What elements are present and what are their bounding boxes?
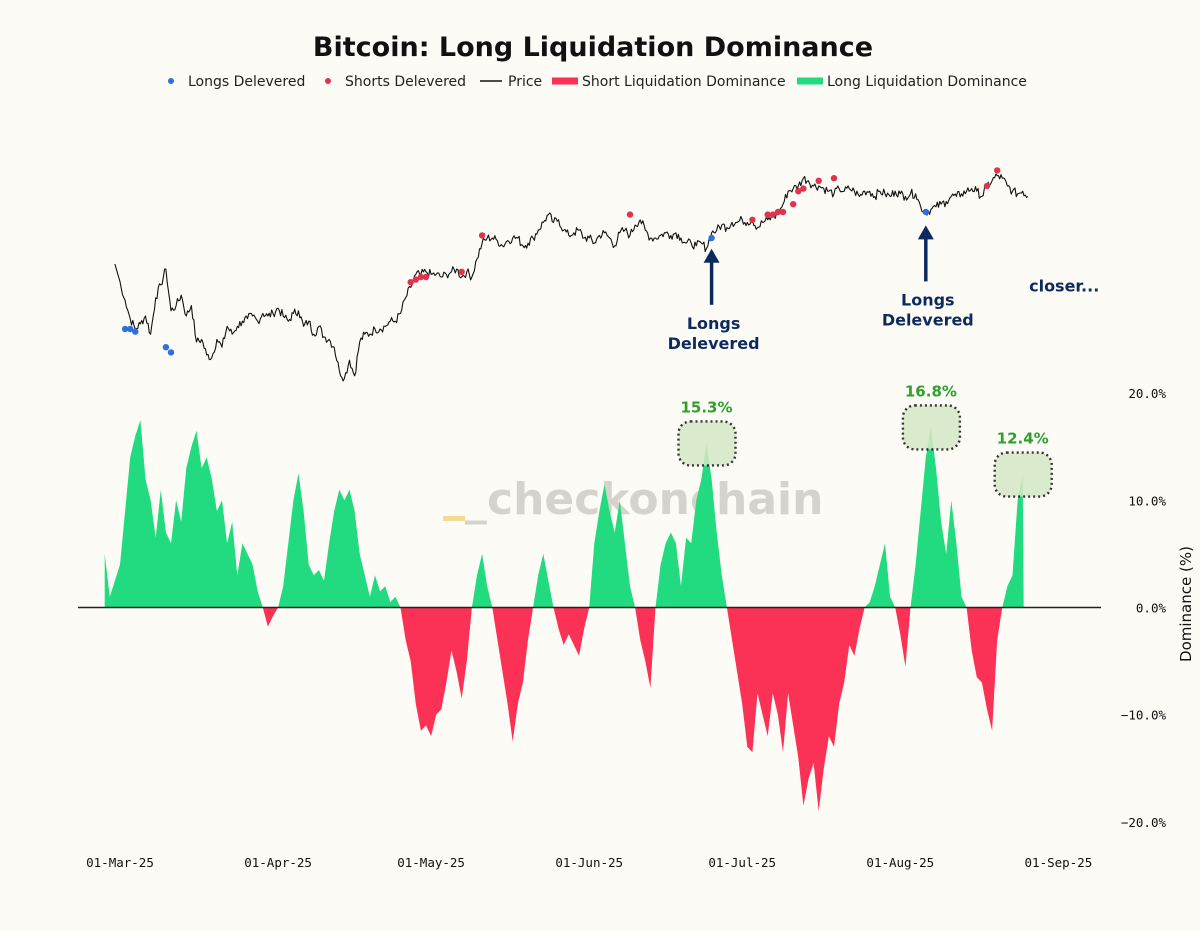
shorts-delevered-point-2 <box>417 273 425 281</box>
short-dominance-area-15 <box>966 607 1003 731</box>
peak-label-1: 16.8% <box>905 382 957 400</box>
y-axis-label: Dominance (%) <box>1177 546 1195 662</box>
x-tick-label-3: 01-Jun-25 <box>555 855 623 870</box>
long-dominance-area-16 <box>1002 474 1024 608</box>
watermark: _checkonchain <box>443 474 823 525</box>
longs-delevered-point-2 <box>132 328 139 335</box>
annotation-text-0-1: Delevered <box>668 334 760 353</box>
price-line-group <box>114 173 1029 382</box>
chart-title: Bitcoin: Long Liquidation Dominance <box>313 32 873 63</box>
long-dominance-area-10 <box>655 443 727 608</box>
short-dominance-area-7 <box>553 607 590 656</box>
legend-dot-1 <box>325 78 331 84</box>
annotation-arrow-head-0 <box>703 248 720 263</box>
y-tick-label-3: −10.0% <box>1121 708 1167 723</box>
peak-label-2: 12.4% <box>997 430 1049 448</box>
x-tick-label-5: 01-Aug-25 <box>866 855 934 870</box>
x-tick-label-2: 01-May-25 <box>397 855 465 870</box>
legend-label-4: Long Liquidation Dominance <box>827 74 1027 90</box>
x-tick-label-4: 01-Jul-25 <box>708 855 776 870</box>
x-tick-label-0: 01-Mar-25 <box>86 855 154 870</box>
shorts-delevered-point-16 <box>830 175 838 182</box>
y-tick-label-4: −20.0% <box>1121 815 1167 830</box>
watermark-text: _checkonchain <box>465 474 823 525</box>
shorts-delevered-point-13 <box>795 188 802 195</box>
annotation-arrow-head-1 <box>917 225 934 240</box>
short-dominance-area-3 <box>400 607 472 737</box>
legend-label-1: Shorts Delevered <box>345 74 466 90</box>
short-dominance-area-13 <box>895 607 911 667</box>
shorts-delevered-point-17 <box>983 182 991 190</box>
long-dominance-area-8 <box>589 484 636 608</box>
long-dominance-area-2 <box>278 473 401 608</box>
longs-delevered-point-6 <box>922 208 929 216</box>
long-dominance-area-6 <box>533 553 554 608</box>
peak-labels: 15.3% 16.8% 12.4% <box>677 382 1053 498</box>
dominance-areas <box>104 419 1024 812</box>
y-tick-label-2: 0.0% <box>1136 601 1167 616</box>
legend-bar-4 <box>797 77 823 85</box>
x-axis: 01-Mar-25 01-Apr-25 01-May-25 01-Jun-25 01-J… <box>86 855 1092 870</box>
shorts-delevered-point-5 <box>478 232 486 239</box>
short-dominance-area-11 <box>726 607 865 812</box>
legend-label-3: Short Liquidation Dominance <box>582 74 786 90</box>
annotation-text-1-0: Longs <box>901 290 955 309</box>
shorts-delevered-point-3 <box>422 273 430 281</box>
longs-delevered-point-0 <box>121 325 129 333</box>
short-dominance-area-5 <box>492 607 534 742</box>
x-tick-label-1: 01-Apr-25 <box>244 855 312 870</box>
peak-label-0: 15.3% <box>680 398 732 416</box>
longs-delevered-point-4 <box>167 349 175 356</box>
legend-label-0: Longs Delevered <box>188 74 305 90</box>
legend-dot-0 <box>168 78 174 84</box>
longs-delevered-point-1 <box>127 325 134 333</box>
annotation-text-0-0: Longs <box>687 314 741 333</box>
annotation-text-1-1: Delevered <box>882 310 974 329</box>
legend-label-2: Price <box>508 74 542 90</box>
shorts-delevered-point-10 <box>774 208 782 216</box>
peak-highlight-box-1 <box>901 404 962 451</box>
shorts-delevered-point-15 <box>815 177 822 184</box>
long-dominance-area-14 <box>910 427 967 608</box>
shorts-delevered-point-1 <box>412 276 419 283</box>
short-dominance-area-9 <box>635 607 656 688</box>
shorts-delevered-point-9 <box>769 211 776 218</box>
legend-bar-3 <box>552 77 578 85</box>
shorts-delevered-point-8 <box>764 211 771 218</box>
shorts-delevered-point-14 <box>800 185 807 192</box>
y-tick-label-0: 20.0% <box>1128 386 1166 401</box>
shorts-delevered-point-4 <box>458 268 465 275</box>
long-dominance-area-0 <box>104 419 263 608</box>
y-axis: 20.0% 10.0% 0.0% −10.0% −20.0% <box>1121 386 1167 830</box>
watermark-dash <box>443 516 465 521</box>
longs-delevered-point-5 <box>708 234 715 242</box>
shorts-delevered-point-0 <box>407 279 414 286</box>
peak-highlight-box-2 <box>993 451 1053 498</box>
peak-highlight-box-0 <box>677 420 737 467</box>
y-tick-label-1: 10.0% <box>1128 493 1166 508</box>
long-dominance-area-12 <box>864 543 896 608</box>
shorts-delevered-point-12 <box>790 201 797 208</box>
shorts-delevered-point-7 <box>749 216 756 223</box>
delever-points <box>121 167 1001 356</box>
shorts-delevered-point-6 <box>626 211 634 218</box>
short-dominance-area-1 <box>262 607 279 627</box>
longs-delevered-point-3 <box>162 344 170 351</box>
annotation-text-2: closer... <box>1029 277 1099 296</box>
price-line <box>114 173 1029 382</box>
x-tick-label-6: 01-Sep-25 <box>1025 855 1093 870</box>
shorts-delevered-point-18 <box>994 167 1001 174</box>
annotations: LongsDeleveredLongsDeleveredcloser... <box>668 225 1099 353</box>
long-dominance-area-4 <box>471 553 493 608</box>
legend: Longs Delevered Shorts Delevered Price Shor… <box>168 74 1027 90</box>
shorts-delevered-point-11 <box>779 208 787 216</box>
